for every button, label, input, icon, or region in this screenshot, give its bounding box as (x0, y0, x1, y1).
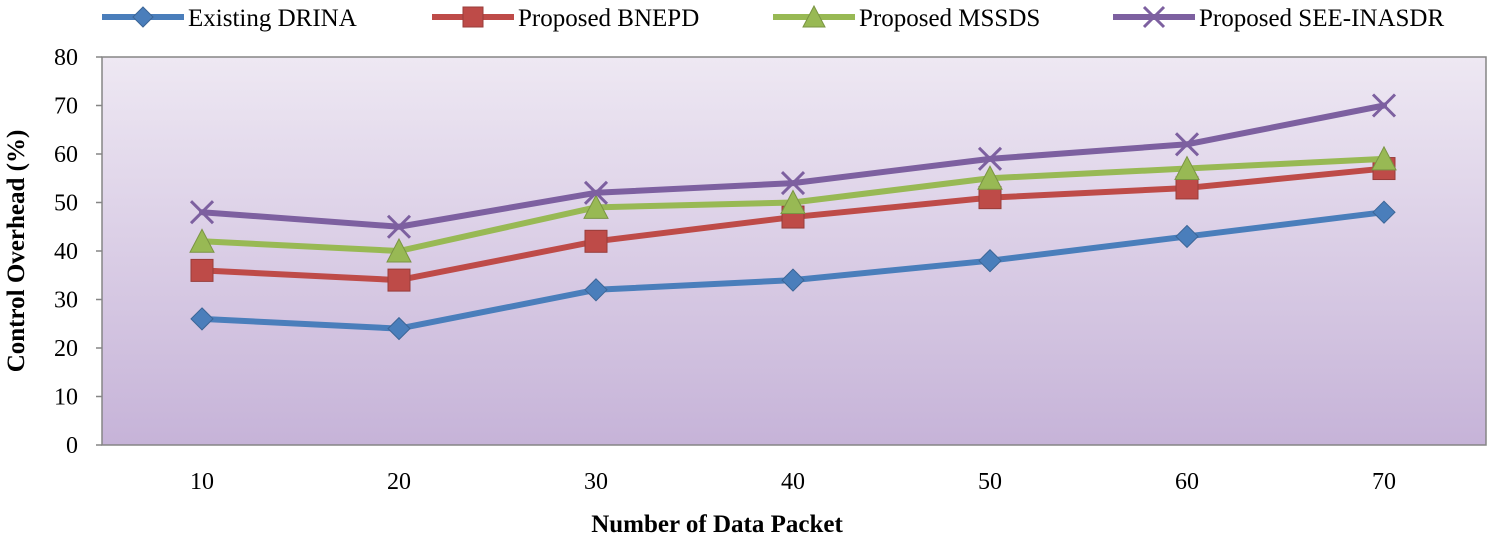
y-tick-label: 80 (54, 45, 78, 71)
data-point-existing-drina (978, 248, 1002, 273)
data-point-existing-drina (387, 316, 411, 341)
y-tick-label: 30 (54, 288, 78, 314)
x-tick-label: 40 (781, 469, 805, 495)
legend-item-existing-drina: Existing DRINA (102, 5, 357, 32)
data-point-proposed-bnepd (387, 268, 411, 292)
x-tick-label: 60 (1175, 469, 1199, 495)
x-axis: 10 20 30 40 50 60 70 (190, 469, 1396, 495)
data-point-proposed-see-inasdr (189, 200, 215, 225)
legend-marker (462, 6, 484, 28)
y-axis: 0 10 20 30 40 50 60 70 80 (54, 45, 102, 459)
y-axis-title: Control Overhead (%) (3, 130, 30, 373)
data-point-proposed-see-inasdr (386, 214, 412, 239)
legend-marker (132, 6, 154, 28)
x-tick-label: 20 (387, 469, 411, 495)
data-point-proposed-see-inasdr (1174, 132, 1200, 157)
legend-label: Proposed BNEPD (518, 5, 699, 32)
legend-item-proposed-mssds: Proposed MSSDS (773, 4, 1040, 32)
legend-label: Existing DRINA (188, 5, 357, 32)
x-tick-label: 10 (190, 469, 214, 495)
y-tick-label: 0 (66, 433, 78, 459)
y-tick-label: 70 (54, 94, 78, 120)
data-point-proposed-bnepd (584, 229, 608, 253)
data-point-proposed-bnepd (190, 258, 214, 282)
y-tick-label: 60 (54, 142, 78, 168)
data-point-existing-drina (1175, 224, 1199, 249)
data-point-proposed-see-inasdr (583, 180, 609, 205)
plot-area (101, 56, 1487, 446)
data-point-proposed-see-inasdr (1371, 93, 1397, 118)
x-tick-label: 50 (978, 469, 1002, 495)
data-point-existing-drina (584, 278, 608, 302)
y-tick-label: 50 (54, 191, 78, 217)
data-point-proposed-mssds (583, 194, 609, 219)
data-point-existing-drina (190, 307, 214, 331)
series-layer (189, 93, 1397, 341)
legend: Existing DRINA Proposed BNEPD Proposed MSS… (102, 4, 1444, 32)
data-point-proposed-see-inasdr (780, 171, 806, 196)
data-point-proposed-mssds (1371, 145, 1397, 171)
data-point-existing-drina (1372, 200, 1396, 224)
y-tick-label: 20 (54, 336, 78, 362)
data-point-proposed-mssds (780, 189, 806, 214)
x-tick-label: 70 (1372, 469, 1396, 495)
data-point-existing-drina (781, 268, 805, 292)
data-point-proposed-mssds (1174, 155, 1200, 181)
legend-label: Proposed MSSDS (859, 5, 1040, 32)
legend-marker (1142, 5, 1166, 29)
data-point-proposed-see-inasdr (977, 146, 1003, 171)
legend-marker (802, 4, 826, 28)
data-point-proposed-mssds (386, 237, 412, 263)
x-axis-title: Number of Data Packet (591, 511, 843, 538)
x-tick-label: 30 (584, 469, 608, 495)
series-proposed-see-inasdr (189, 93, 1397, 239)
data-point-proposed-mssds (189, 228, 215, 253)
legend-label: Proposed SEE-INASDR (1199, 5, 1444, 32)
y-tick-label: 40 (54, 239, 78, 265)
y-tick-label: 10 (54, 385, 78, 411)
data-point-proposed-mssds (977, 165, 1003, 190)
data-point-proposed-bnepd (978, 186, 1002, 210)
data-point-proposed-bnepd (1175, 176, 1199, 200)
series-existing-drina (190, 200, 1396, 341)
legend-item-proposed-bnepd: Proposed BNEPD (432, 5, 699, 32)
legend-item-proposed-see-inasdr: Proposed SEE-INASDR (1113, 5, 1444, 32)
series-proposed-mssds (189, 145, 1397, 263)
